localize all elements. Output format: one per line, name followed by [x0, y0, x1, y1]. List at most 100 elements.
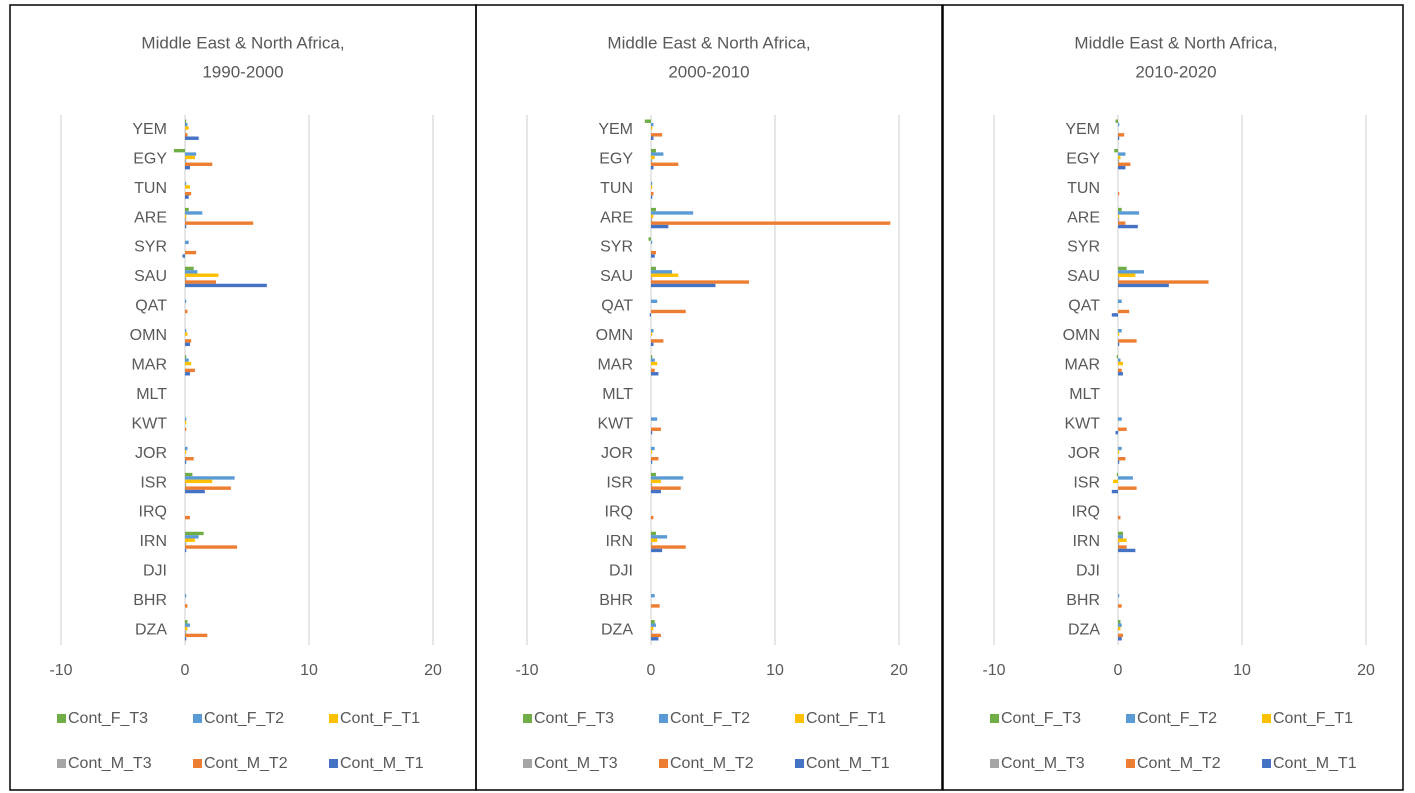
- y-tick-label: KWT: [1064, 415, 1100, 432]
- bar: [185, 240, 189, 245]
- legend-label: Cont_F_T1: [806, 710, 886, 727]
- y-tick-label: QAT: [135, 298, 167, 315]
- y-tick-label: MAR: [131, 356, 167, 373]
- bar: [1118, 207, 1122, 212]
- y-tick-label: SYR: [134, 239, 167, 256]
- legend-label: Cont_M_T3: [68, 755, 152, 772]
- x-tick-label: 20: [1357, 662, 1375, 679]
- x-tick-label: -10: [49, 662, 72, 679]
- bar: [185, 633, 208, 638]
- bar: [185, 159, 187, 163]
- bar: [1118, 545, 1127, 549]
- bar: [185, 427, 187, 431]
- bar: [651, 221, 891, 225]
- bar: [1118, 594, 1120, 598]
- y-tick-label: DJI: [143, 563, 167, 580]
- bar: [651, 479, 661, 484]
- bar: [185, 133, 188, 137]
- bar: [185, 460, 187, 464]
- bar: [651, 332, 653, 336]
- bar: [648, 237, 651, 241]
- bar: [1118, 211, 1140, 215]
- bar: [651, 450, 653, 454]
- y-tick-label: DZA: [601, 621, 633, 638]
- bar: [1111, 489, 1118, 494]
- panel-frame: [475, 4, 943, 791]
- legend-swatch: [193, 759, 202, 768]
- legend-label: Cont_M_T2: [670, 755, 754, 772]
- bar: [651, 280, 749, 284]
- legend-label: Cont_M_T3: [534, 755, 618, 772]
- x-tick-label: 10: [1233, 662, 1251, 679]
- bar: [185, 136, 199, 140]
- y-tick-label: TUN: [1067, 180, 1100, 197]
- bar: [651, 266, 656, 271]
- y-tick-label: EGY: [1066, 150, 1100, 167]
- bar: [1118, 266, 1127, 271]
- bar: [651, 133, 663, 137]
- bar: [185, 483, 187, 487]
- bar: [1118, 152, 1126, 156]
- bar: [185, 538, 195, 542]
- legend-swatch: [57, 714, 66, 723]
- bar: [651, 148, 656, 153]
- legend-swatch: [990, 759, 999, 768]
- bar: [651, 372, 659, 376]
- bar: [185, 218, 187, 222]
- bar: [651, 240, 653, 245]
- bar: [1118, 372, 1123, 376]
- bar: [651, 637, 659, 641]
- bar: [185, 545, 238, 549]
- bar: [651, 152, 664, 156]
- bar: [1118, 273, 1136, 277]
- bar: [651, 159, 653, 163]
- x-tick-label: 20: [424, 662, 442, 679]
- bar: [185, 276, 187, 281]
- bar: [651, 545, 686, 549]
- bar: [1118, 460, 1120, 464]
- bar: [1118, 162, 1131, 166]
- bar: [185, 372, 190, 376]
- y-tick-label: SYR: [600, 239, 633, 256]
- y-tick-label: MLT: [602, 386, 633, 403]
- bar: [1118, 623, 1122, 627]
- bar: [185, 420, 187, 425]
- chart-title: 1990-2000: [202, 62, 283, 81]
- bar: [1118, 457, 1126, 461]
- bar: [1115, 119, 1118, 123]
- bar: [1116, 472, 1118, 477]
- bar: [651, 531, 656, 536]
- bar: [651, 192, 654, 196]
- bar: [185, 548, 187, 553]
- bar: [651, 457, 659, 461]
- bar: [1118, 486, 1137, 490]
- bar: [185, 604, 188, 608]
- y-tick-label: IRN: [139, 533, 167, 550]
- chart-title: Middle East & North Africa,: [141, 33, 344, 52]
- bar: [651, 535, 668, 539]
- bar: [651, 472, 656, 477]
- bar: [651, 476, 684, 480]
- bar: [1118, 136, 1120, 140]
- bar: [651, 630, 653, 634]
- bar: [651, 162, 679, 166]
- bar: [185, 339, 192, 343]
- y-tick-label: QAT: [1068, 298, 1100, 315]
- bar: [1111, 313, 1118, 317]
- bar: [651, 211, 694, 215]
- y-tick-label: IRN: [1072, 533, 1100, 550]
- bar: [1118, 604, 1122, 608]
- bar: [1118, 192, 1120, 196]
- legend-label: Cont_M_T1: [340, 755, 424, 772]
- bar: [185, 221, 254, 225]
- bar: [185, 541, 187, 546]
- chart-title: Middle East & North Africa,: [607, 33, 810, 52]
- bar: [1118, 538, 1127, 542]
- bar: [651, 165, 654, 170]
- y-tick-label: SAU: [600, 268, 633, 285]
- legend-label: Cont_M_T2: [1137, 755, 1221, 772]
- bar: [651, 430, 653, 435]
- bar: [185, 515, 190, 520]
- bar: [651, 273, 679, 277]
